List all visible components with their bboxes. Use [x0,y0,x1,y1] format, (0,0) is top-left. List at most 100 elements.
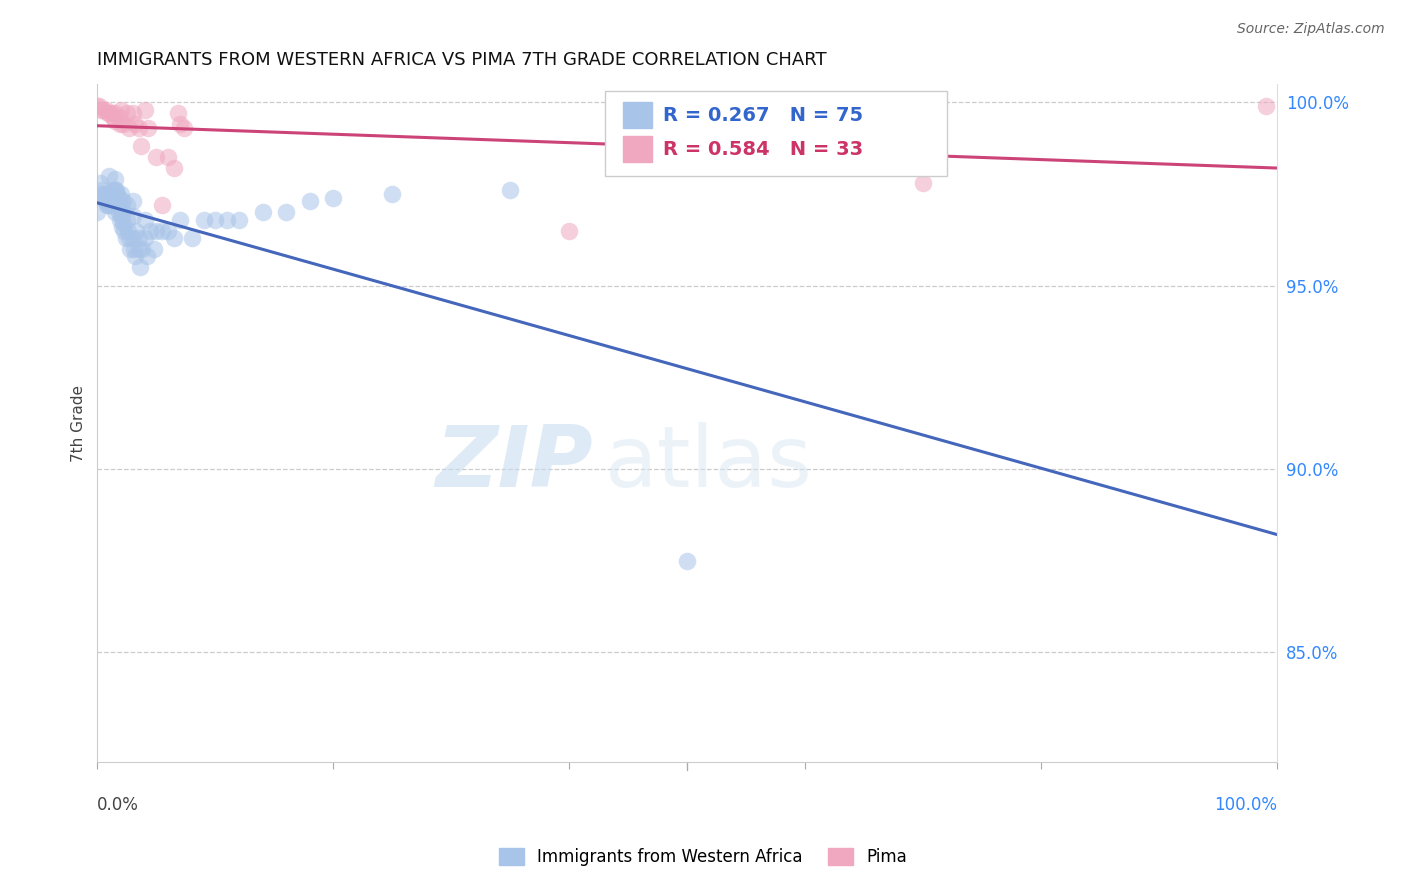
Point [129,139,152,153]
Point [150,224,173,238]
Point [558,224,581,238]
Point [121,194,143,209]
Text: 0.0%: 0.0% [97,797,139,814]
Point [912,176,935,190]
Point [276,205,298,219]
Point [128,260,150,275]
Point [134,103,156,117]
Text: R = 0.267   N = 75: R = 0.267 N = 75 [662,106,863,125]
Point [125,224,148,238]
Point [87,99,110,113]
Point [121,231,143,245]
Point [98,198,121,212]
Point [104,172,127,186]
Point [134,231,156,245]
Point [100,106,122,120]
Point [115,212,138,227]
Point [117,224,139,238]
Point [166,106,188,120]
Text: atlas: atlas [605,422,813,506]
Point [114,224,136,238]
Point [112,216,135,230]
Point [169,212,191,227]
Point [108,118,131,132]
Point [107,187,129,202]
Point [111,220,134,235]
Point [381,187,404,202]
Point [112,205,135,219]
Point [180,231,202,245]
Point [118,121,141,136]
Point [114,231,136,245]
Point [145,224,167,238]
Point [128,242,150,256]
Point [204,212,226,227]
Point [86,99,108,113]
Point [252,205,274,219]
Text: 100.0%: 100.0% [1215,797,1278,814]
Point [163,161,186,176]
Point [163,231,186,245]
Point [112,118,135,132]
Y-axis label: 7th Grade: 7th Grade [72,384,86,462]
Point [90,103,112,117]
Point [131,242,153,256]
Point [107,198,129,212]
Point [93,187,115,202]
Point [103,194,125,209]
Point [169,118,191,132]
Point [110,103,132,117]
Point [1254,99,1277,113]
Point [118,231,141,245]
Point [104,113,127,128]
Point [135,249,157,263]
Point [134,212,156,227]
Point [676,554,699,568]
Point [94,194,117,209]
Point [110,209,132,223]
Point [97,106,120,120]
Point [322,191,344,205]
FancyBboxPatch shape [623,136,652,162]
Point [122,242,145,256]
Point [104,106,127,120]
Point [193,212,215,227]
Point [128,121,150,136]
Point [139,224,162,238]
Point [86,205,108,219]
Point [143,242,166,256]
Point [90,187,112,202]
Point [89,176,111,190]
Point [91,103,114,117]
Point [499,183,522,197]
Point [107,198,129,212]
Point [173,121,195,136]
Point [115,198,138,212]
Point [91,191,114,205]
Point [110,187,132,202]
Text: Source: ZipAtlas.com: Source: ZipAtlas.com [1237,22,1385,37]
Text: IMMIGRANTS FROM WESTERN AFRICA VS PIMA 7TH GRADE CORRELATION CHART: IMMIGRANTS FROM WESTERN AFRICA VS PIMA 7… [97,51,827,69]
Point [298,194,321,209]
Point [101,183,124,197]
Point [107,191,129,205]
Point [128,231,150,245]
Text: ZIP: ZIP [436,422,593,506]
Text: R = 0.584   N = 33: R = 0.584 N = 33 [662,140,863,159]
Point [110,198,132,212]
Point [145,150,167,164]
Point [104,183,127,197]
Point [157,150,180,164]
Point [120,242,142,256]
Point [124,249,146,263]
Point [121,106,143,120]
Point [96,198,118,212]
Point [98,169,121,183]
Point [228,212,250,227]
Point [100,187,122,202]
Point [96,191,118,205]
Point [107,110,129,124]
Point [91,183,114,197]
Point [150,198,173,212]
Point [136,121,159,136]
